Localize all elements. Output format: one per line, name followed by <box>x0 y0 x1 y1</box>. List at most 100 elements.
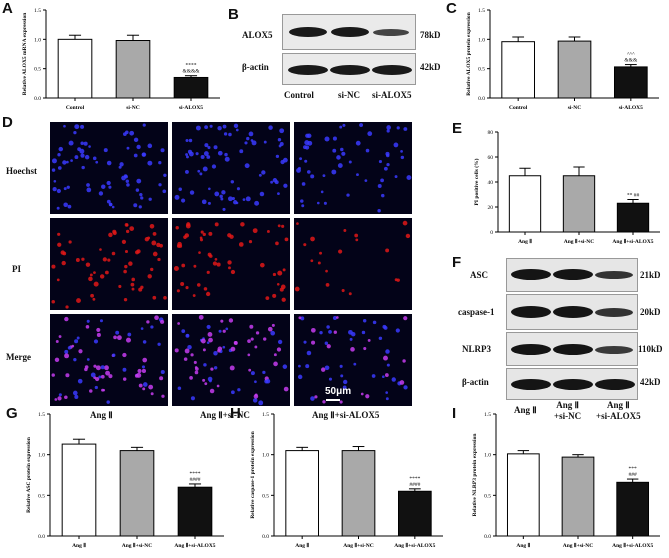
nucleus <box>96 327 101 333</box>
nucleus <box>222 124 227 129</box>
nucleus <box>74 124 80 130</box>
band <box>595 379 635 390</box>
nucleus <box>213 351 218 356</box>
nucleus <box>103 148 108 153</box>
micrograph-pi-sialox5 <box>294 218 412 310</box>
nucleus <box>90 372 96 378</box>
nucleus <box>201 199 207 205</box>
nucleus <box>276 347 282 352</box>
nucleus <box>319 330 323 335</box>
nucleus <box>341 151 346 156</box>
nucleus <box>248 368 252 372</box>
micrograph-canvas <box>296 123 412 213</box>
nucleus <box>88 145 91 148</box>
nucleus <box>194 370 199 375</box>
nucleus <box>304 159 308 163</box>
pi-stained-cell <box>157 257 161 262</box>
nucleus <box>86 183 90 187</box>
pi-stained-cell <box>354 233 359 238</box>
nucleus <box>274 180 279 185</box>
nucleus <box>250 371 255 376</box>
nucleus <box>178 187 182 191</box>
nucleus <box>324 136 330 142</box>
nucleus <box>57 166 62 170</box>
nucleus <box>332 316 337 321</box>
micrograph-pi-sinc <box>172 218 290 310</box>
nucleus <box>125 337 131 343</box>
nucleus <box>58 146 64 152</box>
nucleus <box>185 169 189 174</box>
pi-stained-cell <box>51 299 56 304</box>
nucleus <box>336 155 341 160</box>
nucleus <box>136 372 142 378</box>
nucleus <box>349 337 353 341</box>
nucleus <box>262 370 266 375</box>
nucleus <box>123 132 127 137</box>
nucleus <box>188 138 193 143</box>
nucleus <box>383 166 388 171</box>
nucleus <box>80 141 84 146</box>
nucleus <box>253 394 259 399</box>
nucleus <box>112 353 116 357</box>
pi-stained-cell <box>338 249 343 254</box>
nucleus <box>296 168 301 173</box>
nucleus <box>142 387 146 391</box>
nucleus <box>94 385 98 390</box>
nucleus <box>207 201 211 205</box>
pi-stained-cell <box>252 228 258 234</box>
band <box>373 29 409 36</box>
nucleus <box>202 166 208 172</box>
nucleus <box>355 140 361 146</box>
nucleus <box>122 367 127 372</box>
pi-stained-cell <box>310 236 315 242</box>
blot-f-label-asc: ASC <box>470 270 489 280</box>
nucleus <box>122 352 127 358</box>
nucleus <box>364 179 368 182</box>
pi-stained-cell <box>57 242 62 247</box>
nucleus <box>104 365 109 371</box>
nucleus <box>56 206 60 210</box>
nucleus <box>359 123 364 127</box>
nucleus <box>200 154 205 159</box>
blot-b-label-alox5: ALOX5 <box>242 30 273 40</box>
nucleus <box>279 128 285 134</box>
panel-label-f: F <box>452 254 462 271</box>
nucleus <box>400 150 403 153</box>
nucleus <box>174 348 179 353</box>
pi-stained-cell <box>200 230 204 234</box>
pi-stained-cell <box>57 232 61 236</box>
nucleus <box>64 353 70 359</box>
nucleus <box>259 191 265 197</box>
nucleus <box>395 328 400 333</box>
nucleus <box>95 365 101 371</box>
nucleus <box>297 374 303 380</box>
nucleus <box>244 141 248 145</box>
nucleus <box>385 397 389 401</box>
nucleus <box>159 376 164 381</box>
nucleus <box>380 178 384 183</box>
nucleus <box>89 389 93 393</box>
nucleus <box>332 136 337 141</box>
nucleus <box>101 184 106 189</box>
nucleus <box>216 384 220 388</box>
nucleus <box>74 394 79 399</box>
pi-stained-cell <box>93 281 99 287</box>
nucleus <box>217 150 223 156</box>
blot-b-strip-alox5 <box>282 14 416 50</box>
pi-stained-cell <box>277 224 281 228</box>
y-tick-label: 80 <box>488 130 494 136</box>
nucleus <box>189 375 193 380</box>
nucleus <box>203 151 209 157</box>
x-tick-label: Ang Ⅱ+si-NC <box>564 238 594 245</box>
nucleus <box>105 370 111 376</box>
pi-stained-cell <box>175 226 179 230</box>
nucleus <box>51 373 55 377</box>
pi-stained-cell <box>198 251 201 254</box>
pi-stained-cell <box>265 296 270 300</box>
nucleus <box>67 204 72 209</box>
pi-stained-cell <box>56 278 60 282</box>
nucleus <box>53 179 57 183</box>
nucleus <box>184 348 190 354</box>
x-tick-label: si-ALOX5 <box>179 105 203 111</box>
nucleus <box>51 168 56 172</box>
